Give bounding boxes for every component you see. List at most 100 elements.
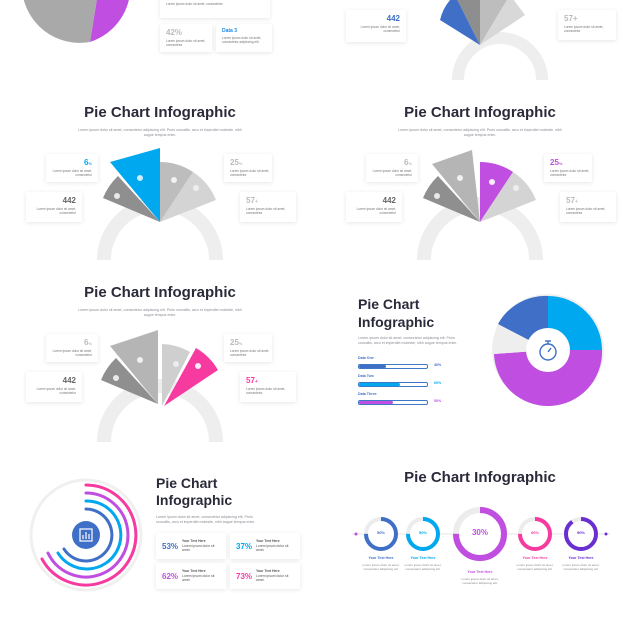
donut-caption: Your Text Here bbox=[522, 556, 548, 560]
slide-pie-pink: Pie Chart Infographic Lorem ipsum dolor … bbox=[0, 272, 320, 442]
slide-subtitle: Lorem ipsum dolor sit amet, consectetur … bbox=[358, 336, 458, 345]
card-unit: % bbox=[88, 161, 92, 166]
bars-pie bbox=[492, 294, 604, 407]
donut-row-chart bbox=[352, 507, 610, 561]
stat-title: Your Text Here bbox=[182, 569, 206, 573]
card-text: Lorem ipsum dolor sit amet, consectetur bbox=[356, 207, 396, 215]
donut-arc bbox=[364, 517, 398, 551]
pink-card-top-right: 25% Lorem ipsum dolor sit amet, consecte… bbox=[224, 334, 272, 362]
slide-pie-blue: Pie Chart Infographic Lorem ipsum dolor … bbox=[0, 90, 320, 260]
card-text: Lorem ipsum dolor sit amet, consectetur bbox=[36, 207, 76, 215]
card-text: Lorem ipsum dolor sit amet, consectetur bbox=[564, 25, 604, 33]
slide-subtitle: Lorem ipsum dolor sit amet, consectetur … bbox=[398, 128, 562, 137]
progress-bar bbox=[358, 364, 428, 369]
card-unit: % bbox=[408, 161, 412, 166]
stat-card: 53% Your Text Here Lorem ipsum dolor sit … bbox=[156, 533, 226, 559]
card-text: Lorem ipsum dolor sit amet, consectetur bbox=[246, 207, 286, 215]
donut-value: 30% bbox=[471, 528, 488, 537]
card-value: 442 bbox=[386, 14, 400, 23]
bar-label: Data Two bbox=[358, 374, 374, 378]
donut-arc bbox=[406, 517, 440, 551]
progress-fill bbox=[359, 401, 393, 404]
purple-card-top-right: 25% Lorem ipsum dolor sit amet, consecte… bbox=[544, 154, 592, 182]
donut-value: 50% bbox=[418, 530, 427, 535]
progress-bar bbox=[358, 400, 428, 405]
card-value: 442 bbox=[62, 376, 76, 385]
donut-caption: Your Text Here bbox=[368, 556, 394, 560]
pie-exploded-blue bbox=[97, 148, 223, 260]
card-unit: % bbox=[558, 161, 563, 166]
bar-percent: 40% bbox=[434, 363, 442, 367]
slide-title: Pie Chart Infographic bbox=[84, 104, 236, 121]
top-left-card-data: Data 3 Lorem ipsum dolor sit amet, conse… bbox=[216, 24, 272, 52]
slide-donut-row: Pie Chart Infographic 50% 50% 30% 60% 90… bbox=[320, 455, 640, 640]
card-unit: % bbox=[238, 341, 243, 346]
progress-bar bbox=[358, 382, 428, 387]
donut-value: 60% bbox=[530, 530, 539, 535]
slide-title-line1: Pie Chart bbox=[156, 475, 218, 491]
progress-fill bbox=[359, 383, 400, 386]
blue-card-bottom-right: 57+ Lorem ipsum dolor sit amet, consecte… bbox=[240, 192, 296, 222]
slide-subtitle: Lorem ipsum dolor sit amet, consectetur … bbox=[78, 308, 242, 317]
stat-value: 62% bbox=[162, 572, 179, 581]
donut-text: Lorem ipsum dolor sit amet, consectetur … bbox=[562, 563, 600, 571]
stat-card: 62% Your Text Here Lorem ipsum dolor sit … bbox=[156, 563, 226, 589]
top-right-card-right: 57+ Lorem ipsum dolor sit amet, consecte… bbox=[558, 10, 616, 40]
purple-card-bottom-left: 442 Lorem ipsum dolor sit amet, consecte… bbox=[346, 192, 402, 222]
stat-card: 37% Your Text Here Lorem ipsum dolor sit … bbox=[230, 533, 300, 559]
slide-title-line2: Infographic bbox=[358, 314, 435, 330]
bar-label: Data Three bbox=[358, 392, 377, 396]
card-value: 6 bbox=[403, 158, 409, 167]
bar-label: Data One bbox=[358, 356, 374, 360]
slide-title: Pie Chart Infographic bbox=[404, 469, 556, 486]
donut-arc bbox=[564, 517, 598, 551]
blue-card-top-right: 25% Lorem ipsum dolor sit amet, consecte… bbox=[224, 154, 272, 182]
card-text: Lorem ipsum dolor sit amet, consectetur bbox=[52, 169, 92, 177]
top-left-pie bbox=[23, 0, 129, 43]
stat-value: 53% bbox=[162, 542, 179, 551]
pink-card-bottom-right: 57+ Lorem ipsum dolor sit amet, consecte… bbox=[240, 372, 296, 402]
progress-fill bbox=[359, 365, 387, 368]
slide-title: Pie Chart Infographic bbox=[84, 284, 236, 301]
card-value: 42% bbox=[166, 28, 183, 37]
slide-title-line1: Pie Chart bbox=[358, 296, 420, 312]
stat-title: Your Text Here bbox=[256, 539, 280, 543]
slide-subtitle: Lorem ipsum dolor sit amet, consectetur … bbox=[78, 128, 242, 137]
top-left-card-top: Lorem ipsum dolor sit amet, consectetur bbox=[160, 0, 270, 18]
slide-pie-bars: Pie Chart Infographic Lorem ipsum dolor … bbox=[320, 272, 640, 442]
card-value: 57+ bbox=[564, 14, 578, 23]
top-left-card-bottom: 42% Lorem ipsum dolor sit amet, consecte… bbox=[160, 24, 212, 52]
card-text: Lorem ipsum dolor sit amet, consectetur bbox=[230, 169, 270, 177]
top-right-pie bbox=[440, 0, 548, 80]
stat-card: 73% Your Text Here Lorem ipsum dolor sit … bbox=[230, 563, 300, 589]
card-text: Lorem ipsum dolor sit amet, consectetur bbox=[372, 169, 412, 177]
card-text: Lorem ipsum dolor sit amet, consectetur bbox=[166, 39, 206, 47]
donut-arc bbox=[518, 517, 552, 551]
slide-top-right: 442 Lorem ipsum dolor sit amet, consecte… bbox=[320, 0, 640, 80]
pink-card-bottom-left: 442 Lorem ipsum dolor sit amet, consecte… bbox=[26, 372, 82, 402]
card-unit: + bbox=[574, 199, 578, 205]
card-text: Lorem ipsum dolor sit amet, consectetur bbox=[566, 207, 606, 215]
stat-text: Lorem ipsum dolor sit amet. bbox=[182, 573, 215, 583]
card-value: 57 bbox=[566, 196, 575, 205]
card-text: Lorem ipsum dolor sit amet, consectetur bbox=[230, 349, 270, 357]
card-text: Lorem ipsum dolor sit amet, consectetur bbox=[36, 387, 76, 395]
card-value: 25 bbox=[550, 158, 559, 167]
card-value: 57 bbox=[246, 196, 255, 205]
chart-icon bbox=[79, 528, 93, 542]
donut-value: 50% bbox=[376, 530, 385, 535]
card-unit: % bbox=[88, 341, 92, 346]
stat-text: Lorem ipsum dolor sit amet. bbox=[256, 573, 289, 583]
slide-pie-purple: Pie Chart Infographic Lorem ipsum dolor … bbox=[320, 90, 640, 260]
card-unit: + bbox=[254, 199, 258, 205]
card-value: Data 3 bbox=[222, 28, 238, 34]
slide-subtitle: Lorem ipsum dolor sit amet, consectetur … bbox=[156, 515, 256, 524]
donut-caption: Your Text Here bbox=[467, 570, 493, 574]
card-value: 6 bbox=[83, 158, 89, 167]
stat-title: Your Text Here bbox=[182, 539, 206, 543]
card-unit: % bbox=[238, 161, 243, 166]
donut-text: Lorem ipsum dolor sit amet, consectetur … bbox=[362, 563, 400, 571]
stat-text: Lorem ipsum dolor sit amet. bbox=[182, 543, 215, 553]
stat-value: 73% bbox=[236, 572, 253, 581]
